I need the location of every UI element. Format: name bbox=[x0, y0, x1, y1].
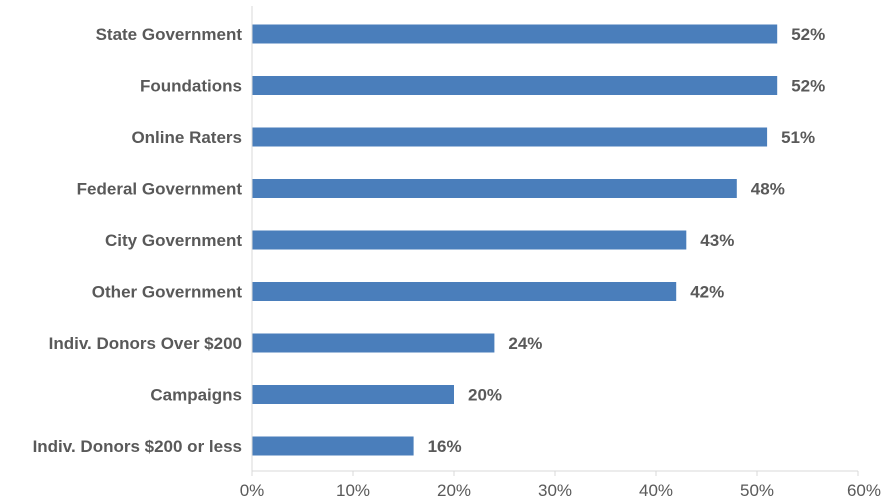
value-label: 42% bbox=[690, 283, 724, 302]
category-label: Online Raters bbox=[131, 128, 242, 147]
category-labels-group: State Government Foundations Online Raters… bbox=[33, 25, 243, 456]
category-label: Foundations bbox=[140, 77, 242, 96]
bar bbox=[252, 230, 687, 250]
bar bbox=[252, 179, 737, 198]
value-label: 51% bbox=[781, 128, 815, 147]
category-label: Federal Government bbox=[77, 180, 243, 199]
value-label: 48% bbox=[751, 180, 785, 199]
category-label: Indiv. Donors Over $200 bbox=[49, 334, 242, 353]
value-label: 24% bbox=[508, 334, 542, 353]
value-label: 43% bbox=[700, 231, 734, 250]
x-tick-label: 10% bbox=[336, 481, 370, 500]
category-label: State Government bbox=[96, 25, 243, 44]
x-tick-label: 0% bbox=[240, 481, 265, 500]
value-label: 20% bbox=[468, 386, 502, 405]
bar bbox=[252, 127, 768, 147]
x-tick-label: 50% bbox=[740, 481, 774, 500]
category-label: Other Government bbox=[92, 283, 243, 302]
category-label: Indiv. Donors $200 or less bbox=[33, 437, 242, 456]
value-label: 52% bbox=[791, 25, 825, 44]
bar bbox=[252, 333, 495, 353]
value-label: 52% bbox=[791, 77, 825, 96]
bar bbox=[252, 282, 677, 301]
x-ticks-group: 0% 10% 20% 30% 40% 50% 60% bbox=[240, 471, 881, 500]
bar bbox=[252, 76, 778, 95]
value-labels-group: 52% 52% 51% 48% 43% 42% 24% 20% 16% bbox=[428, 25, 826, 456]
bar bbox=[252, 385, 454, 404]
value-label: 16% bbox=[428, 437, 462, 456]
bar bbox=[252, 24, 778, 44]
x-tick-label: 60% bbox=[847, 481, 881, 500]
bars-group bbox=[252, 24, 778, 456]
category-label: Campaigns bbox=[150, 386, 242, 405]
bar bbox=[252, 436, 414, 456]
x-tick-label: 40% bbox=[639, 481, 673, 500]
category-label: City Government bbox=[105, 231, 242, 250]
x-tick-label: 30% bbox=[538, 481, 572, 500]
x-tick-label: 20% bbox=[437, 481, 471, 500]
